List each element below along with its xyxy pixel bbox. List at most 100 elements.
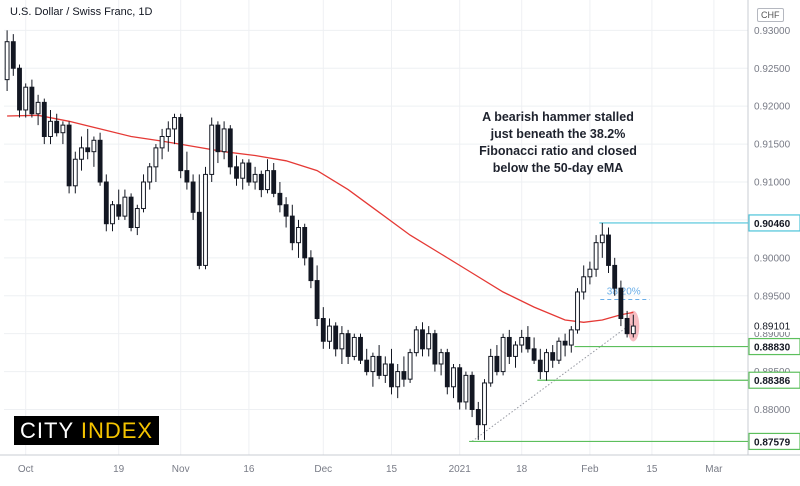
candle-bear[interactable] — [178, 117, 184, 172]
candle-bear[interactable] — [308, 257, 314, 282]
candle-bear[interactable] — [184, 170, 190, 183]
candle-bear[interactable] — [618, 287, 624, 319]
candle-bear[interactable] — [444, 352, 450, 388]
candle-bull[interactable] — [407, 352, 413, 380]
candle-bear[interactable] — [234, 166, 239, 179]
candle-bear[interactable] — [54, 120, 60, 134]
candle-bull[interactable] — [4, 41, 10, 81]
candle-bull[interactable] — [395, 371, 401, 388]
candle-bull[interactable] — [351, 336, 357, 357]
candle-bull[interactable] — [296, 227, 301, 244]
candle-bear[interactable] — [389, 363, 394, 388]
candle-bear[interactable] — [364, 359, 370, 373]
candle-bull[interactable] — [630, 325, 636, 335]
candle-bull[interactable] — [599, 234, 605, 244]
candle-bear[interactable] — [258, 173, 264, 191]
candle-bear[interactable] — [128, 196, 134, 229]
candle-bull[interactable] — [153, 147, 159, 168]
candle-bull[interactable] — [110, 204, 115, 225]
candle-bear[interactable] — [246, 162, 252, 183]
candle-bear[interactable] — [624, 318, 630, 335]
candle-bull[interactable] — [482, 382, 487, 426]
candle-bull[interactable] — [91, 139, 97, 153]
candle-bear[interactable] — [227, 128, 233, 168]
candle-bull[interactable] — [500, 336, 506, 373]
candle-bear[interactable] — [283, 204, 289, 217]
candle-bear[interactable] — [345, 333, 351, 357]
candle-bear[interactable] — [376, 355, 382, 376]
candle-bull[interactable] — [122, 196, 128, 217]
candle-bull[interactable] — [339, 333, 345, 350]
candle-bull[interactable] — [451, 367, 456, 388]
candle-bull[interactable] — [575, 291, 580, 331]
candle-bull[interactable] — [581, 276, 587, 293]
candle-bear[interactable] — [606, 234, 611, 266]
candle-bear[interactable] — [215, 124, 221, 153]
ema50-line[interactable] — [7, 114, 634, 323]
candle-bull[interactable] — [172, 117, 177, 130]
candle-bear[interactable] — [66, 124, 72, 187]
candle-bull[interactable] — [147, 166, 153, 183]
candle-bear[interactable] — [196, 211, 202, 266]
candle-bull[interactable] — [60, 124, 66, 134]
candle-bull[interactable] — [48, 120, 53, 138]
candle-bull[interactable] — [252, 173, 258, 183]
candle-bear[interactable] — [17, 67, 22, 111]
candle-bull[interactable] — [413, 329, 419, 354]
candle-bear[interactable] — [333, 325, 339, 350]
candle-bear[interactable] — [506, 336, 512, 357]
candle-bull[interactable] — [240, 162, 246, 179]
candle-bear[interactable] — [469, 374, 475, 410]
candle-bear[interactable] — [320, 318, 326, 342]
candle-bear[interactable] — [420, 329, 425, 350]
candle-bull[interactable] — [265, 170, 270, 191]
candle-bull[interactable] — [587, 268, 593, 278]
candle-bull[interactable] — [35, 101, 41, 115]
candle-bear[interactable] — [85, 147, 91, 153]
candle-bear[interactable] — [494, 355, 500, 373]
candle-bear[interactable] — [562, 340, 568, 346]
candle-bear[interactable] — [97, 139, 103, 183]
candle-bear[interactable] — [103, 181, 109, 225]
candle-bull[interactable] — [593, 242, 599, 270]
candle-bear[interactable] — [116, 204, 122, 217]
candle-bear[interactable] — [358, 336, 363, 361]
candle-bear[interactable] — [314, 280, 320, 320]
candle-bull[interactable] — [426, 333, 432, 350]
currency-badge[interactable]: CHF — [757, 8, 784, 22]
candle-bull[interactable] — [488, 355, 494, 384]
candle-bull[interactable] — [513, 344, 518, 357]
candle-bull[interactable] — [519, 336, 525, 346]
candle-bull[interactable] — [556, 340, 562, 361]
candle-bear[interactable] — [190, 181, 196, 213]
candle-bull[interactable] — [141, 181, 146, 210]
candle-bull[interactable] — [159, 136, 165, 149]
candle-bear[interactable] — [302, 227, 308, 259]
candle-bear[interactable] — [531, 348, 537, 361]
candle-bull[interactable] — [23, 86, 29, 111]
candle-bear[interactable] — [475, 409, 481, 426]
candle-bull[interactable] — [568, 329, 574, 346]
candle-bull[interactable] — [438, 352, 444, 365]
candle-bull[interactable] — [370, 355, 376, 373]
candle-bull[interactable] — [382, 363, 388, 376]
candle-bear[interactable] — [289, 215, 295, 244]
candle-bear[interactable] — [537, 359, 543, 373]
candle-bear[interactable] — [457, 367, 463, 403]
candle-bull[interactable] — [134, 208, 140, 229]
candle-bear[interactable] — [550, 352, 556, 361]
candle-bull[interactable] — [79, 147, 84, 160]
candle-bull[interactable] — [544, 352, 549, 373]
candle-bull[interactable] — [209, 124, 215, 175]
candle-bear[interactable] — [401, 371, 407, 380]
candle-bear[interactable] — [10, 41, 16, 69]
candle-bear[interactable] — [29, 86, 35, 115]
candle-bear[interactable] — [277, 192, 283, 206]
candle-bear[interactable] — [432, 333, 438, 365]
candle-bull[interactable] — [203, 173, 208, 266]
candle-bull[interactable] — [327, 325, 332, 342]
candle-bull[interactable] — [165, 128, 171, 138]
candle-bear[interactable] — [271, 170, 277, 194]
candle-bull[interactable] — [72, 158, 78, 187]
